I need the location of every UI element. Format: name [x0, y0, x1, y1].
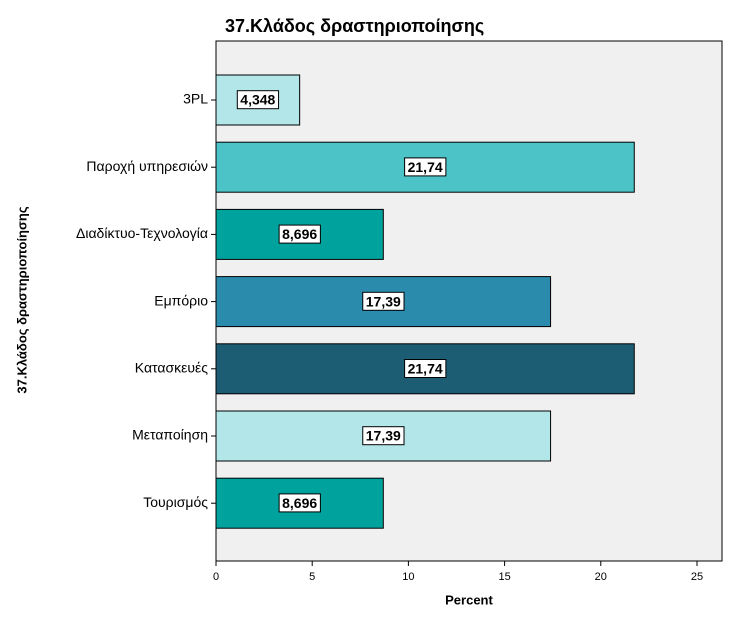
- value-label-box: [404, 157, 447, 177]
- value-label-box: [362, 426, 405, 446]
- value-label: 8,696: [282, 226, 317, 242]
- value-label: 21,74: [408, 361, 443, 377]
- value-label-box: [236, 90, 280, 110]
- y-tick-label: Παροχή υπηρεσιών: [86, 158, 208, 174]
- y-tick-label: Μεταποίηση: [132, 427, 208, 443]
- value-label-box: [278, 493, 321, 513]
- y-tick-label: Διαδίκτυο-Τεχνολογία: [76, 225, 208, 241]
- x-tick-label: 20: [595, 571, 607, 583]
- y-tick-label: Τουρισμός: [143, 494, 208, 510]
- value-label: 4,348: [240, 92, 275, 108]
- x-tick-label: 0: [213, 571, 219, 583]
- value-label-box: [362, 291, 405, 311]
- x-tick-label: 5: [309, 571, 315, 583]
- value-label: 21,74: [408, 159, 443, 175]
- x-tick-label: 25: [691, 571, 703, 583]
- x-tick-label: 15: [498, 571, 510, 583]
- value-label: 8,696: [282, 495, 317, 511]
- y-tick-label: Κατασκευές: [135, 360, 208, 376]
- x-tick-label: 10: [402, 571, 414, 583]
- chart-title: 37.Κλάδος δραστηριοποίησης: [225, 16, 484, 36]
- y-tick-label: 3PL: [183, 91, 208, 107]
- value-label-box: [278, 224, 321, 244]
- y-axis-label: 37.Κλάδος δραστηριοποίησης: [14, 206, 29, 393]
- x-axis-label: Percent: [445, 592, 493, 607]
- value-label: 17,39: [366, 293, 401, 309]
- value-label: 17,39: [366, 428, 401, 444]
- y-tick-label: Εμπόριο: [154, 292, 208, 308]
- value-label-box: [404, 359, 447, 379]
